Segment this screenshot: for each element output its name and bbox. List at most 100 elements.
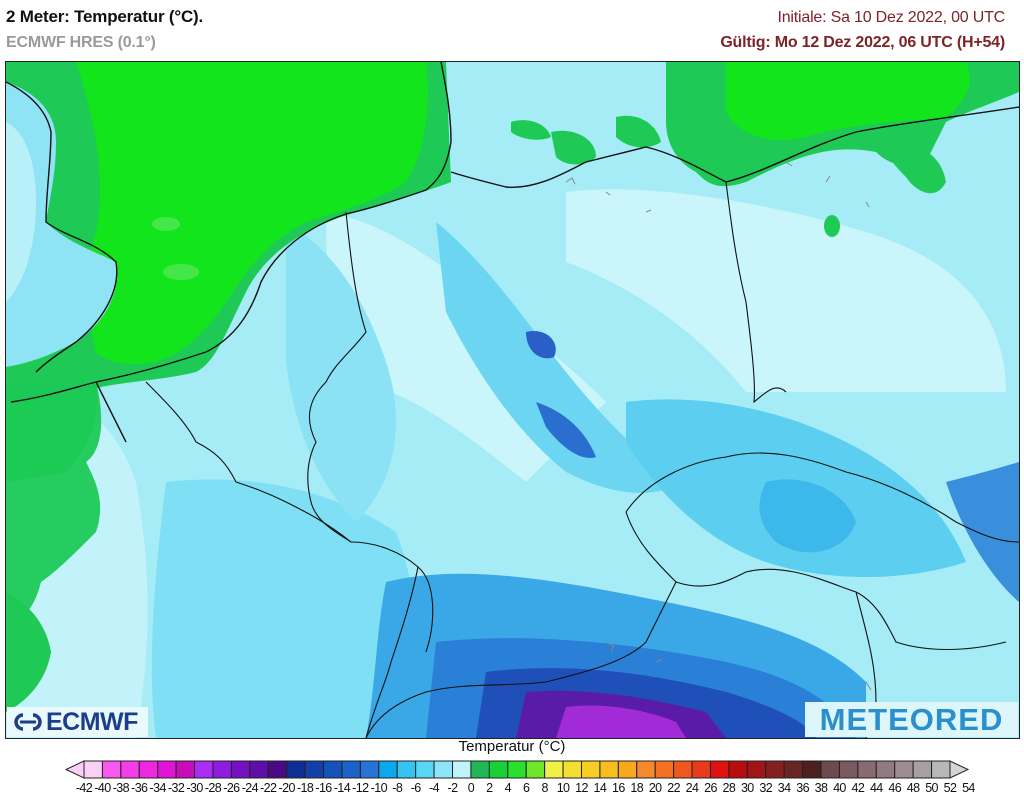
colorbar-tick-label: 34 bbox=[777, 781, 791, 795]
colorbar-high-arrow bbox=[949, 760, 970, 779]
colorbar-segment bbox=[286, 760, 306, 779]
colorbar-segment bbox=[912, 760, 933, 779]
colorbar-tick-label: 42 bbox=[851, 781, 865, 795]
colorbar-scale bbox=[64, 760, 970, 779]
meteored-logo: METEORED bbox=[805, 702, 1018, 737]
colorbar-segment bbox=[212, 760, 232, 779]
colorbar-segment bbox=[599, 760, 619, 779]
colorbar-segment bbox=[341, 760, 361, 779]
colorbar-segment bbox=[562, 760, 582, 779]
ecmwf-logo-icon bbox=[13, 713, 43, 731]
colorbar-segment bbox=[765, 760, 785, 779]
colorbar-tick-label: 48 bbox=[906, 781, 920, 795]
colorbar-tick-label: -6 bbox=[410, 781, 422, 795]
colorbar-tick-label: 52 bbox=[943, 781, 957, 795]
colorbar-segment bbox=[617, 760, 638, 779]
colorbar-segment bbox=[488, 760, 509, 779]
colorbar-segment bbox=[359, 760, 380, 779]
colorbar bbox=[64, 760, 970, 779]
colorbar-segment bbox=[175, 760, 196, 779]
colorbar-segment bbox=[378, 760, 398, 779]
chart-title: 2 Meter: Temperatur (°C). bbox=[6, 7, 204, 26]
colorbar-segment bbox=[157, 760, 177, 779]
colorbar-segment bbox=[709, 760, 730, 779]
colorbar-tick-label: 32 bbox=[759, 781, 773, 795]
colorbar-segment bbox=[636, 760, 656, 779]
colorbar-tick-label: 20 bbox=[648, 781, 662, 795]
colorbar-tick-label: -4 bbox=[429, 781, 440, 795]
colorbar-tick-label: -8 bbox=[392, 781, 403, 795]
colorbar-segment bbox=[746, 760, 767, 779]
colorbar-tick-label: 50 bbox=[925, 781, 938, 795]
colorbar-segment bbox=[875, 760, 896, 779]
colorbar-segment bbox=[820, 760, 840, 779]
colorbar-tick-label: 38 bbox=[814, 781, 828, 795]
colorbar-segment bbox=[249, 760, 269, 779]
colorbar-title: Temperatur (°C) bbox=[458, 738, 566, 755]
colorbar-tick-label: 54 bbox=[962, 781, 975, 795]
colorbar-tick-label: -40 bbox=[94, 781, 111, 795]
colorbar-tick-label: 4 bbox=[504, 781, 512, 795]
colorbar-tick-label: 14 bbox=[593, 781, 607, 795]
colorbar-segment bbox=[120, 760, 140, 779]
colorbar-tick-label: -2 bbox=[447, 781, 459, 795]
colorbar-segment bbox=[194, 760, 214, 779]
colorbar-tick-label: -28 bbox=[204, 781, 222, 795]
colorbar-tick-label: -38 bbox=[112, 781, 130, 795]
colorbar-tick-label: 6 bbox=[523, 781, 530, 795]
model-name: ECMWF HRES (0.1°) bbox=[6, 34, 156, 51]
colorbar-segment bbox=[580, 760, 601, 779]
colorbar-segment bbox=[230, 760, 251, 779]
colorbar-tick-label: 36 bbox=[796, 781, 809, 795]
colorbar-tick-label: -12 bbox=[352, 781, 369, 795]
colorbar-tick-label: -36 bbox=[131, 781, 148, 795]
colorbar-segment bbox=[544, 760, 564, 779]
colorbar-low-arrow bbox=[64, 760, 85, 779]
colorbar-segment bbox=[396, 760, 417, 779]
colorbar-tick-label: 16 bbox=[611, 781, 625, 795]
colorbar-tick-label: 2 bbox=[486, 781, 493, 795]
init-time: Initiale: Sa 10 Dez 2022, 00 UTC bbox=[777, 9, 1005, 26]
colorbar-segment bbox=[691, 760, 711, 779]
colorbar-tick-label: -18 bbox=[296, 781, 314, 795]
colorbar-tick-label: 30 bbox=[740, 781, 754, 795]
colorbar-segment bbox=[452, 760, 472, 779]
colorbar-segment bbox=[802, 760, 822, 779]
ecmwf-logo: ECMWF bbox=[7, 707, 148, 737]
colorbar-segment bbox=[931, 760, 951, 779]
colorbar-segment bbox=[838, 760, 859, 779]
colorbar-segment bbox=[304, 760, 325, 779]
colorbar-segment bbox=[783, 760, 804, 779]
colorbar-segment bbox=[101, 760, 122, 779]
colorbar-tick-label: 10 bbox=[556, 781, 570, 795]
colorbar-tick-label: -32 bbox=[167, 781, 185, 795]
colorbar-tick-label: -26 bbox=[223, 781, 240, 795]
colorbar-tick-label: 44 bbox=[869, 781, 883, 795]
colorbar-segment bbox=[857, 760, 877, 779]
colorbar-labels: -42 -40 -38 -36 -34 -32 -30 -28 -26 -24 -22 -20 -18-… bbox=[0, 781, 1024, 799]
colorbar-tick-label: 28 bbox=[722, 781, 736, 795]
colorbar-segment bbox=[83, 760, 103, 779]
colorbar-tick-label: -16 bbox=[315, 781, 332, 795]
colorbar-tick-label: -30 bbox=[186, 781, 203, 795]
map-canvas bbox=[6, 62, 1019, 738]
colorbar-tick-label: -24 bbox=[241, 781, 259, 795]
colorbar-segment bbox=[138, 760, 159, 779]
colorbar-tick-label: 40 bbox=[833, 781, 846, 795]
colorbar-tick-label: 0 bbox=[467, 781, 475, 795]
colorbar-segment bbox=[525, 760, 546, 779]
colorbar-segment bbox=[654, 760, 675, 779]
colorbar-tick-label: 26 bbox=[704, 781, 717, 795]
colorbar-tick-label: 8 bbox=[541, 781, 548, 795]
colorbar-tick-label: 18 bbox=[630, 781, 644, 795]
colorbar-segment bbox=[728, 760, 748, 779]
colorbar-tick-label: -42 bbox=[75, 781, 93, 795]
ecmwf-logo-text: ECMWF bbox=[46, 707, 138, 736]
colorbar-segment bbox=[267, 760, 288, 779]
valid-time: Gültig: Mo 12 Dez 2022, 06 UTC (H+54) bbox=[720, 34, 1005, 51]
colorbar-tick-label: 22 bbox=[667, 781, 680, 795]
colorbar-segment bbox=[894, 760, 914, 779]
colorbar-tick-label: 24 bbox=[685, 781, 699, 795]
colorbar-segment bbox=[415, 760, 435, 779]
temperature-map[interactable]: ECMWF METEORED bbox=[5, 61, 1020, 739]
